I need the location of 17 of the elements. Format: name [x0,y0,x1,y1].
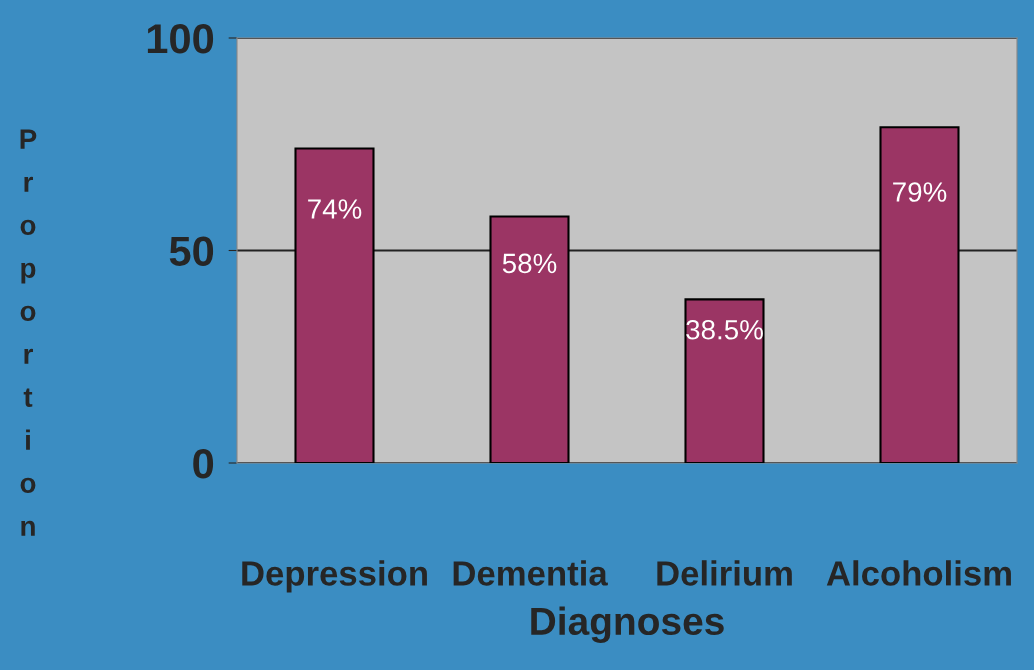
data-label: 74% [308,199,362,219]
bar [879,126,960,463]
x-tick-label: Depression [242,560,427,593]
y-tick-label: 0 [193,449,214,479]
bar [684,298,765,463]
y-tick-label: 100 [147,24,214,54]
bar [489,215,570,463]
x-tick-label: Dementia [453,560,608,586]
x-axis-title: Diagnoses [531,606,724,643]
y-tick-label: 50 [169,236,214,267]
bar [294,147,375,463]
text: Proportion [20,129,37,536]
x-tick-label: Alcoholism [826,560,1011,586]
data-label: 38.5% [686,319,763,340]
data-label: 58% [502,253,557,274]
data-label: 79% [893,182,947,202]
x-tick-label: Delirium [657,560,792,586]
